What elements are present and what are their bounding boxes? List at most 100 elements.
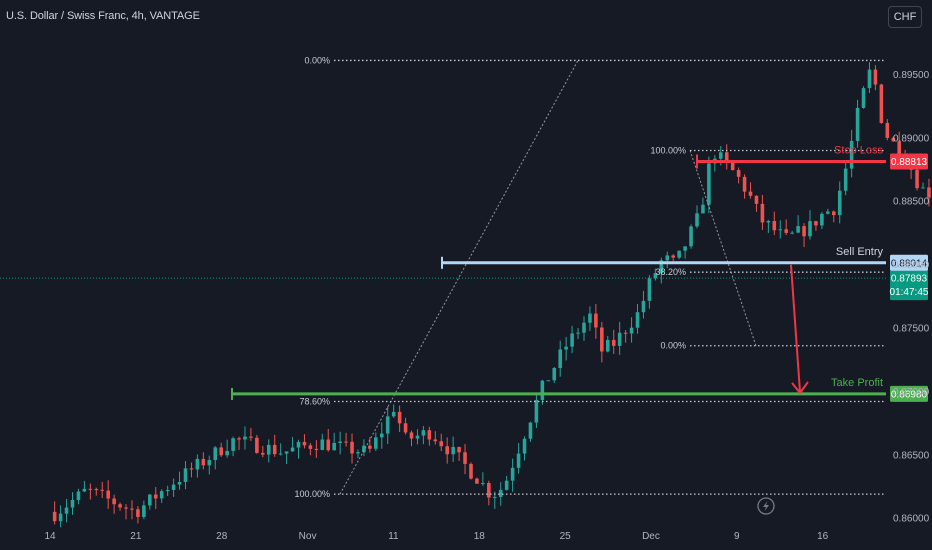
candle-body (415, 435, 420, 439)
y-tick-label: 0.86500 (893, 450, 930, 461)
candle-body (189, 468, 194, 470)
candle-body (469, 463, 473, 479)
fib-level-label: 100.00% (650, 145, 686, 155)
candle-body (148, 494, 152, 506)
candle-body (153, 494, 158, 499)
candle-body (249, 436, 253, 438)
candle-body (278, 453, 283, 455)
candle-body (522, 438, 527, 454)
axes-group: 0.89500 0.89000 0.88500 0.88000 0.87500 0.870… (44, 70, 929, 542)
x-tick-label: 21 (130, 531, 142, 542)
candle-body (754, 195, 759, 204)
candle-body (70, 499, 75, 508)
candle-body (802, 226, 806, 237)
sell-entry-badge (890, 254, 928, 271)
candle-body (552, 368, 557, 381)
candle-body (445, 446, 449, 455)
candle-body (921, 187, 925, 189)
candle-body (421, 430, 426, 436)
candle-body (677, 250, 681, 258)
candle-body (695, 213, 699, 227)
y-tick-label: 0.87500 (893, 323, 930, 334)
lightning-icon[interactable] (757, 497, 775, 515)
candle-body (88, 488, 93, 490)
candle-body (582, 322, 586, 333)
sell-arrow-shaft (790, 264, 801, 392)
y-tick-label: 0.89000 (893, 133, 930, 144)
take-profit-badge (890, 385, 928, 402)
lightning-icon-bolt (763, 501, 769, 511)
y-tick-label: 0.89500 (893, 70, 930, 81)
x-tick-label: 25 (560, 531, 572, 542)
candle-body (255, 437, 259, 453)
candle-body (528, 422, 533, 439)
candle-body (64, 507, 69, 514)
fib-trend-line (339, 60, 579, 495)
candle-body (76, 491, 81, 500)
candle-body (588, 313, 592, 323)
candle-body (159, 491, 164, 499)
candle-body (772, 220, 777, 231)
candle-body (915, 169, 919, 189)
candle-body (266, 444, 271, 455)
fibonacci-group: 0.00% 78.60% 100.00% 100.00% 38.20% 0.00% (294, 55, 886, 499)
candle-body (885, 122, 890, 138)
candle-body (433, 439, 438, 442)
candle-body (350, 441, 354, 454)
candle-body (594, 313, 598, 328)
candle-body (487, 483, 491, 498)
candle-body (427, 430, 432, 440)
candle-body (356, 452, 360, 454)
candle-body (219, 447, 223, 456)
candle-body (814, 221, 818, 226)
candle-body (296, 441, 301, 448)
candle-body (308, 445, 313, 449)
candles-group (52, 62, 931, 528)
currency-button[interactable]: CHF (888, 6, 922, 28)
candle-body (629, 327, 634, 334)
candle-body (379, 433, 384, 438)
candle-body (409, 432, 414, 439)
fib-level-label: 100.00% (294, 489, 330, 499)
candle-body (605, 339, 610, 352)
candle-body (463, 452, 467, 464)
candle-body (165, 489, 170, 492)
candle-body (742, 176, 747, 192)
take-profit-price: 0.86980 (891, 389, 928, 400)
candle-body (564, 346, 568, 350)
candle-body (796, 226, 800, 233)
current-price-value: 0.87893 (891, 274, 928, 285)
candle-body (867, 69, 872, 89)
lightning-icon-circle (757, 497, 775, 515)
candle-body (106, 490, 110, 499)
stop-loss-badge (890, 153, 928, 170)
candle-body (849, 140, 854, 169)
x-tick-label: Nov (299, 531, 317, 542)
candle-body (385, 416, 390, 434)
candle-body (171, 484, 176, 490)
candle-body (261, 452, 265, 455)
candle-body (534, 399, 539, 423)
candle-body (516, 453, 521, 468)
candle-body (177, 481, 182, 485)
x-tick-label: Dec (642, 531, 660, 542)
candle-body (403, 423, 408, 433)
candle-body (201, 458, 206, 466)
candle-body (635, 312, 640, 328)
sell-entry-price: 0.88014 (891, 258, 928, 269)
candle-body (142, 505, 146, 517)
candle-body (617, 332, 622, 346)
candle-body (124, 507, 128, 509)
fib-level-label: 0.00% (304, 55, 330, 65)
chart-title: U.S. Dollar / Swiss Franc, 4h, VANTAGE (6, 10, 200, 22)
candle-body (338, 441, 342, 443)
x-tick-label: 16 (817, 531, 829, 542)
candle-body (136, 509, 140, 517)
candle-body (510, 467, 515, 481)
candle-body (100, 489, 105, 491)
candle-body (130, 508, 134, 510)
candle-body (272, 444, 277, 455)
candle-body (659, 260, 664, 274)
sell-arrow-head (791, 381, 809, 395)
